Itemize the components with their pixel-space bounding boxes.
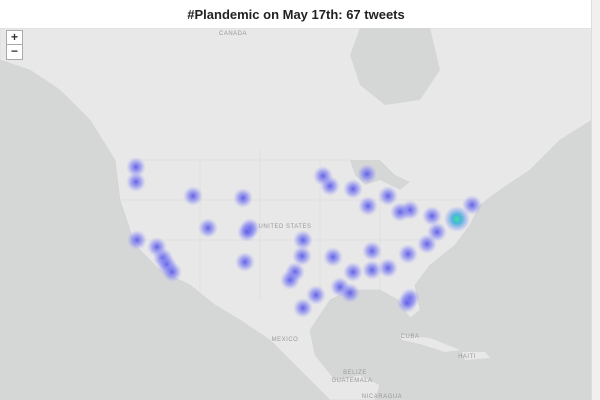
heat-spot xyxy=(427,222,447,242)
heat-spot xyxy=(183,186,203,206)
heat-spot xyxy=(378,186,398,206)
heat-spot xyxy=(198,218,218,238)
heat-spot xyxy=(343,179,363,199)
heat-layer xyxy=(126,157,482,318)
map-label: GUATEMALA xyxy=(331,378,372,384)
heat-spot xyxy=(237,222,257,242)
heat-spot xyxy=(293,230,313,250)
heat-spot xyxy=(233,188,253,208)
heat-spot xyxy=(293,298,313,318)
heat-spot xyxy=(126,157,146,177)
heat-spot xyxy=(343,262,363,282)
heat-spot xyxy=(397,293,417,313)
map-label: BELIZE xyxy=(343,370,367,376)
map-label: HAITI xyxy=(458,354,476,360)
heat-spot xyxy=(306,285,326,305)
zoom-out[interactable]: − xyxy=(6,44,23,60)
heat-spot xyxy=(398,244,418,264)
heat-spot xyxy=(313,166,333,186)
heat-spot xyxy=(462,195,482,215)
heat-spot xyxy=(358,196,378,216)
heat-spot xyxy=(390,202,410,222)
cuba xyxy=(400,335,460,352)
heat-spot xyxy=(292,246,312,266)
hispaniola xyxy=(462,352,490,360)
map-label: CANADA xyxy=(219,31,247,37)
heat-spot xyxy=(362,241,382,261)
heat-spot xyxy=(378,258,398,278)
map-label: UNITED STATES xyxy=(259,224,312,230)
heat-spot xyxy=(162,262,182,282)
heat-spot xyxy=(126,172,146,192)
heat-spot xyxy=(127,230,147,250)
heat-spot xyxy=(422,206,442,226)
heat-spot xyxy=(280,270,300,290)
map-label: MEXICO xyxy=(272,337,299,343)
heat-spot xyxy=(323,247,343,267)
heat-spot xyxy=(362,260,382,280)
heat-spot xyxy=(235,252,255,272)
heat-spot xyxy=(340,283,360,303)
map[interactable]: CANADA UNITED STATES MEXICO CUBA HAITI B… xyxy=(0,28,592,400)
map-label: CUBA xyxy=(401,334,420,340)
hudson-bay xyxy=(350,28,440,105)
heat-spot xyxy=(444,206,470,232)
gulf-of-california xyxy=(185,285,215,325)
heat-spot xyxy=(357,164,377,184)
map-label: NICARAGUA xyxy=(362,394,402,400)
scrollbar[interactable] xyxy=(591,0,600,400)
map-title: #Plandemic on May 17th: 67 tweets xyxy=(187,7,405,22)
